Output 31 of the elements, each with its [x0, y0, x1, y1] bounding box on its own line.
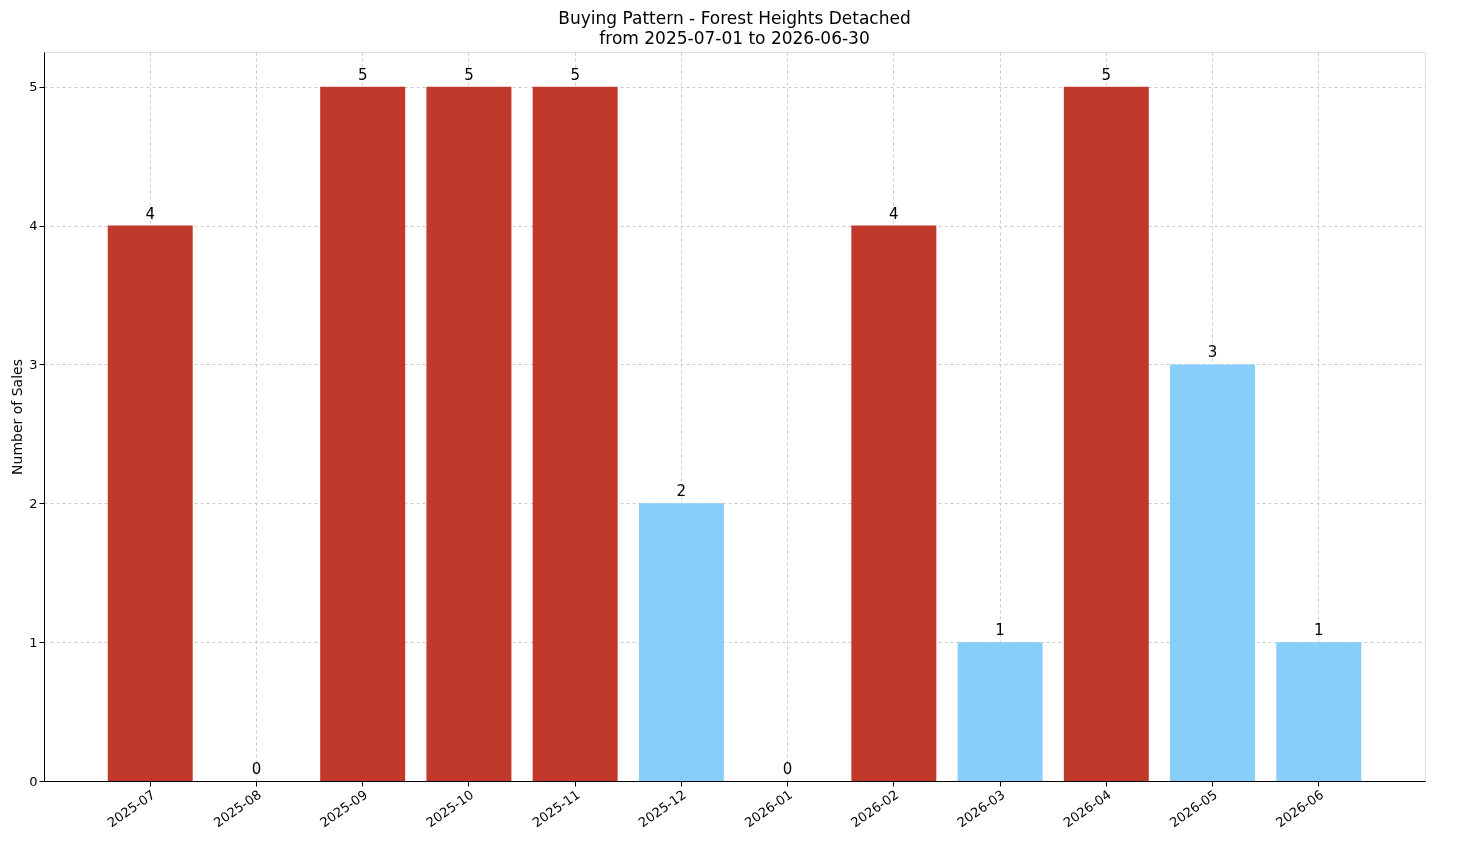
data-label: 4 — [145, 204, 155, 223]
y-tick-label: 2 — [29, 495, 38, 511]
bar — [426, 86, 512, 781]
data-label: 4 — [889, 204, 899, 223]
data-label: 5 — [464, 65, 474, 84]
y-tick-label: 5 — [29, 79, 38, 95]
chart-subtitle: from 2025-07-01 to 2026-06-30 — [599, 28, 870, 48]
bar — [957, 642, 1043, 781]
bar — [1276, 642, 1362, 781]
data-label: 1 — [995, 621, 1005, 640]
data-label: 5 — [1101, 65, 1112, 84]
bar — [1170, 364, 1256, 781]
data-label: 0 — [251, 760, 262, 778]
data-label: 5 — [570, 65, 580, 84]
y-axis-title: Number of Sales — [9, 359, 26, 475]
data-label: 0 — [782, 760, 793, 778]
data-label: 1 — [1314, 621, 1324, 640]
data-label: 5 — [357, 65, 368, 84]
y-tick-label: 0 — [29, 773, 38, 789]
bar — [532, 86, 618, 781]
y-tick-label: 1 — [29, 634, 38, 650]
data-label: 2 — [676, 482, 687, 501]
bar — [851, 225, 937, 781]
bar — [638, 503, 724, 781]
bar — [1063, 86, 1149, 781]
y-tick-label: 3 — [29, 356, 38, 372]
bar — [320, 86, 406, 781]
bar — [107, 225, 193, 781]
chart-title: Buying Pattern - Forest Heights Detached — [558, 8, 911, 28]
data-label: 3 — [1207, 343, 1218, 362]
y-tick-label: 4 — [29, 218, 38, 234]
